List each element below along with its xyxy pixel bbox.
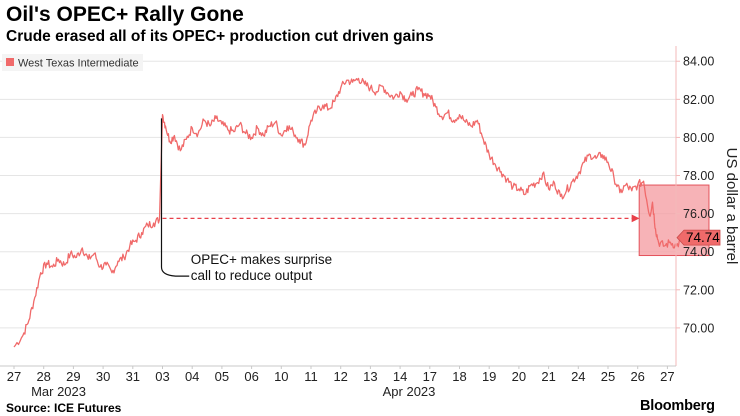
- ytick-label-78: 78.00: [683, 169, 714, 183]
- legend-swatch-west-texas-intermediate: [6, 58, 14, 66]
- annotation-text-line-1: call to reduce output: [191, 268, 313, 283]
- ytick-label-82: 82.00: [683, 93, 714, 107]
- month-label-1: Apr 2023: [383, 384, 436, 399]
- xtick-label-22: 27: [660, 369, 674, 384]
- xtick-label-3: 30: [96, 369, 110, 384]
- last-value-label: 74.74: [686, 230, 720, 245]
- xtick-label-13: 14: [393, 369, 407, 384]
- chart-title: Oil's OPEC+ Rally Gone: [6, 3, 244, 26]
- xtick-label-20: 25: [601, 369, 615, 384]
- xtick-label-7: 05: [215, 369, 229, 384]
- xtick-label-14: 17: [423, 369, 437, 384]
- xtick-label-15: 18: [452, 369, 466, 384]
- xtick-label-4: 31: [126, 369, 140, 384]
- xtick-label-11: 12: [333, 369, 347, 384]
- ytick-label-84: 84.00: [683, 55, 714, 69]
- xtick-label-12: 13: [363, 369, 377, 384]
- source-note: Source: ICE Futures: [6, 401, 122, 415]
- month-label-0: Mar 2023: [31, 384, 86, 399]
- y-axis-title: US dollar a barrel: [723, 148, 740, 265]
- xtick-label-6: 04: [185, 369, 199, 384]
- last-value-tag-shape: [676, 229, 721, 246]
- grid-lines: [0, 60, 676, 329]
- xtick-label-8: 06: [244, 369, 258, 384]
- xtick-label-10: 11: [304, 369, 318, 384]
- ytick-label-74: 74.00: [683, 245, 714, 259]
- xtick-label-2: 29: [66, 369, 80, 384]
- bloomberg-logo: Bloomberg: [640, 398, 715, 414]
- xtick-label-18: 21: [541, 369, 555, 384]
- ytick-label-80: 80.00: [683, 131, 714, 145]
- chart-subtitle: Crude erased all of its OPEC+ production…: [6, 28, 434, 45]
- ytick-label-72: 72.00: [683, 283, 714, 297]
- xtick-label-17: 20: [512, 369, 526, 384]
- xtick-label-19: 24: [571, 369, 585, 384]
- xtick-label-21: 26: [630, 369, 644, 384]
- ytick-label-76: 76.00: [683, 207, 714, 221]
- ytick-label-70: 70.00: [683, 321, 714, 335]
- xtick-label-9: 10: [274, 369, 288, 384]
- legend-entry-west-texas-intermediate: West Texas Intermediate: [18, 58, 139, 70]
- xtick-label-1: 28: [36, 369, 50, 384]
- legend: West Texas Intermediate: [2, 54, 143, 71]
- annotation-text-line-0: OPEC+ makes surprise: [191, 252, 332, 267]
- series-line-west-texas-intermediate: [13, 77, 698, 348]
- last-value-tag: 74.74: [676, 229, 721, 246]
- xtick-label-5: 03: [155, 369, 169, 384]
- xtick-label-16: 19: [482, 369, 496, 384]
- annotation-leader: [160, 118, 190, 277]
- legend-background: [2, 54, 143, 71]
- xtick-label-0: 27: [7, 369, 21, 384]
